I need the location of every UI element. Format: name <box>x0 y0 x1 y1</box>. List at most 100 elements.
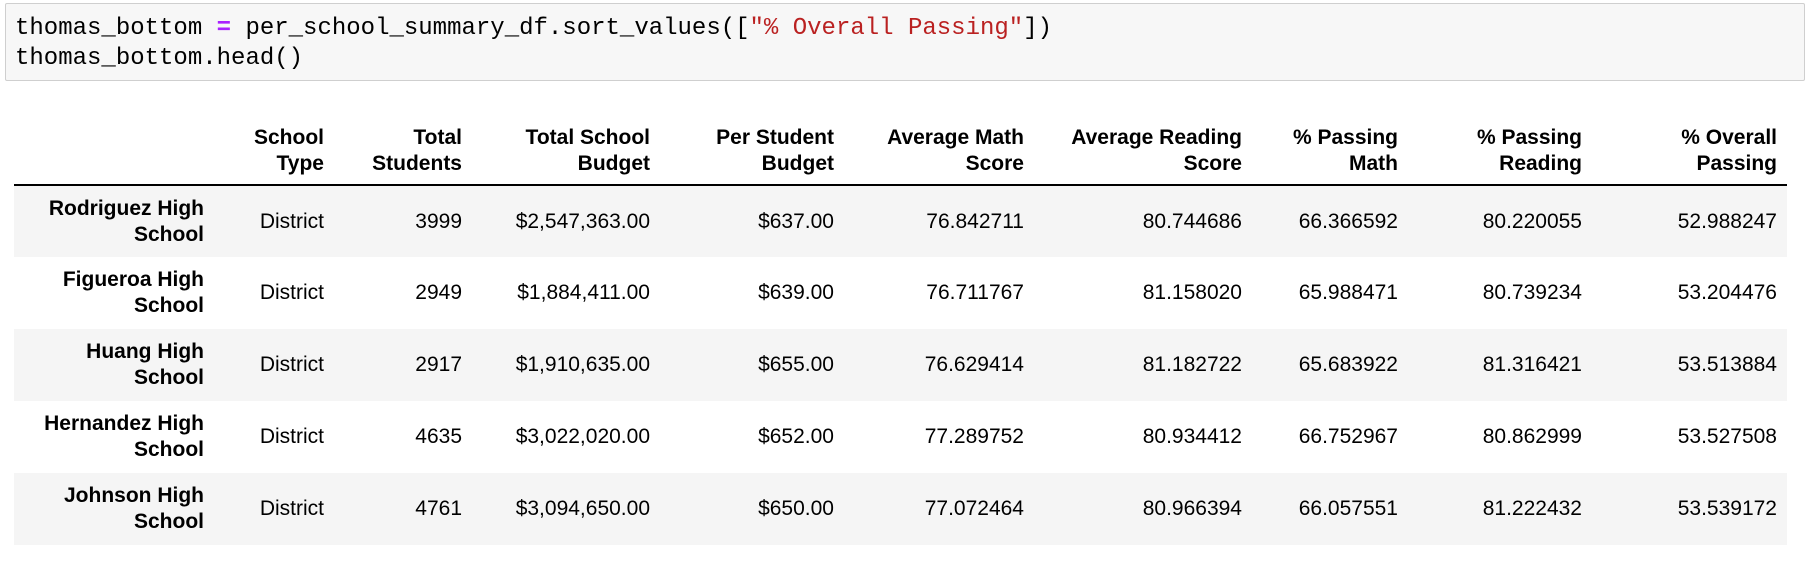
column-header-line: Average Math <box>887 126 1024 149</box>
column-header: Average Reading Score <box>1034 125 1252 185</box>
table-cell: $639.00 <box>758 281 834 304</box>
column-header-line: Score <box>965 152 1024 175</box>
table-cell: District <box>259 425 324 448</box>
row-index-label: Hernandez High School <box>14 401 214 473</box>
column-header: Total School Budget <box>472 125 660 185</box>
table-cell: 76.842711 <box>926 209 1024 233</box>
table-row: Johnson High School District 4761 $3,094,650… <box>14 473 1787 545</box>
column-header-line: Average Reading <box>1071 126 1242 149</box>
table-cell: 4761 <box>415 497 462 520</box>
table-cell: $3,022,020.00 <box>515 425 650 448</box>
row-index-label: Rodriguez High School <box>14 185 214 257</box>
table-cell: District <box>259 497 324 520</box>
code-close-paren: ]) <box>1023 15 1052 42</box>
table-cell: 53.527508 <box>1677 425 1777 448</box>
column-header-line: % Passing <box>1476 126 1582 149</box>
table-cell: 80.739234 <box>1482 281 1582 304</box>
dataframe-table: School Type Total Students Total School Budge… <box>14 125 1787 545</box>
code-cell-input[interactable]: thomas_bottom = per_school_summary_df.so… <box>5 3 1805 81</box>
table-cell: 2917 <box>415 353 462 376</box>
row-index-line: School <box>133 222 204 246</box>
table-row: Huang High School District 2917 $1,910,635.0… <box>14 329 1787 401</box>
column-header-line: Passing <box>1696 152 1777 175</box>
column-header: Per Student Budget <box>660 125 844 185</box>
table-cell: $2,547,363.00 <box>515 209 650 233</box>
column-header-line: Per Student <box>716 126 834 149</box>
table-cell: 66.057551 <box>1298 497 1398 520</box>
table-cell: 80.966394 <box>1142 497 1242 520</box>
table-cell: 65.683922 <box>1298 353 1398 376</box>
column-header: Average Math Score <box>844 125 1034 185</box>
table-cell: 4635 <box>415 425 462 448</box>
row-index-line: Figueroa High <box>62 268 204 291</box>
column-header: School Type <box>214 125 334 185</box>
code-line-1: thomas_bottom = per_school_summary_df.so… <box>15 14 1052 44</box>
column-header: % Overall Passing <box>1592 125 1787 185</box>
column-header-line: Total School <box>525 126 650 149</box>
table-cell: 81.316421 <box>1482 353 1582 376</box>
table-cell: $637.00 <box>758 209 834 233</box>
code-string-argument: "% Overall Passing" <box>749 15 1024 42</box>
output-area: School Type Total Students Total School Budge… <box>14 125 1787 545</box>
table-cell: 81.222432 <box>1482 497 1582 520</box>
row-index-line: School <box>133 294 204 317</box>
column-header-line: Students <box>372 152 462 175</box>
column-header-line: Reading <box>1499 152 1582 175</box>
column-header-line: Type <box>276 152 324 175</box>
table-cell: 80.862999 <box>1482 425 1582 448</box>
table-cell: District <box>259 209 324 233</box>
row-index-line: Hernandez High <box>44 412 204 435</box>
row-index-line: Johnson High <box>64 484 204 507</box>
row-index-label: Johnson High School <box>14 473 214 545</box>
row-index-line: School <box>133 510 204 533</box>
column-header-line: Score <box>1183 152 1242 175</box>
table-cell: 53.204476 <box>1677 281 1777 304</box>
table-header: School Type Total Students Total School Budge… <box>14 125 1787 185</box>
table-cell: 2949 <box>415 281 462 304</box>
column-header-line: % Overall <box>1681 126 1777 149</box>
column-header-line: School <box>253 126 324 149</box>
table-cell: 77.289752 <box>924 425 1024 448</box>
table-cell: $1,910,635.00 <box>515 353 650 376</box>
code-line-2: thomas_bottom.head() <box>15 45 304 72</box>
table-cell: District <box>259 281 324 304</box>
table-cell: 76.629414 <box>924 353 1024 376</box>
table-row: Figueroa High School District 2949 $1,884,41… <box>14 257 1787 329</box>
table-cell: 53.539172 <box>1677 497 1777 520</box>
column-header-line: Budget <box>761 152 834 175</box>
index-header <box>14 125 214 185</box>
column-header-line: Math <box>1349 152 1398 175</box>
table-cell: $650.00 <box>758 497 834 520</box>
table-cell: 66.366592 <box>1298 209 1398 233</box>
row-index-line: School <box>133 438 204 461</box>
column-header-line: Budget <box>577 152 650 175</box>
table-row: Rodriguez High School District 3999 $2,547,3… <box>14 185 1787 257</box>
table-cell: 3999 <box>415 209 462 233</box>
code-variable: thomas_bottom <box>15 15 217 42</box>
row-index-label: Figueroa High School <box>14 257 214 329</box>
column-header: % Passing Reading <box>1408 125 1592 185</box>
table-cell: District <box>259 353 324 376</box>
table-cell: 81.182722 <box>1142 353 1242 376</box>
row-index-line: School <box>133 366 204 389</box>
table-cell: $1,884,411.00 <box>517 281 650 304</box>
table-cell: 53.513884 <box>1677 353 1777 376</box>
table-cell: $3,094,650.00 <box>515 497 650 520</box>
table-cell: 77.072464 <box>924 497 1024 520</box>
code-operator: = <box>216 15 232 42</box>
column-header-line: % Passing <box>1292 126 1398 149</box>
row-index-line: Rodriguez High <box>48 196 204 220</box>
header-row: School Type Total Students Total School Budge… <box>14 125 1787 185</box>
table-cell: 65.988471 <box>1298 281 1398 304</box>
table-row: Hernandez High School District 4635 $3,022,0… <box>14 401 1787 473</box>
row-index-line: Huang High <box>86 340 204 363</box>
table-cell: 81.158020 <box>1142 281 1242 304</box>
column-header: Total Students <box>334 125 472 185</box>
code-call: per_school_summary_df.sort_values([ <box>231 15 750 42</box>
table-cell: $652.00 <box>758 425 834 448</box>
table-cell: 52.988247 <box>1677 209 1777 233</box>
table-cell: 76.711767 <box>926 281 1024 304</box>
column-header-line: Total <box>413 126 462 149</box>
table-body: Rodriguez High School District 3999 $2,547,3… <box>14 185 1787 545</box>
table-cell: $655.00 <box>758 353 834 376</box>
